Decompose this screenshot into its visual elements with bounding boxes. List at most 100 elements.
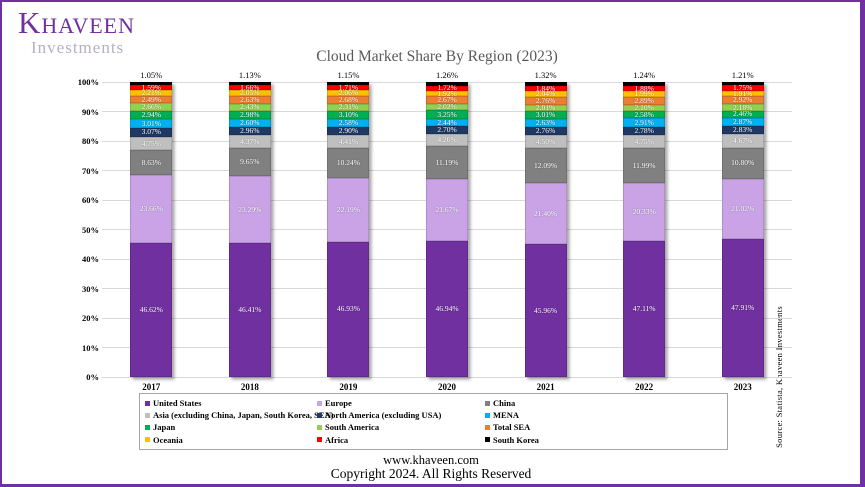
bar-segment-mena-2022: 2.91% <box>623 118 666 127</box>
segment-label-asia-excluding-china-japan-south-korea-sea-2018: 4.37% <box>240 136 260 146</box>
segment-label-total-sea-2022: 2.89% <box>634 96 654 106</box>
segment-label-europe-2021: 21.40% <box>534 208 558 218</box>
top-label-south-korea-2021: 1.32% <box>534 70 557 80</box>
bar-segment-south-korea-2021 <box>524 82 567 86</box>
bar-segment-total-sea-2017: 2.49% <box>130 94 173 104</box>
segment-label-mena-2020: 2.44% <box>437 117 457 127</box>
segment-label-asia-excluding-china-japan-south-korea-sea-2019: 4.41% <box>338 136 359 146</box>
segment-label-south-america-2023: 2.18% <box>733 102 753 112</box>
legend-item-oceania: Oceania <box>145 436 317 445</box>
bar-segment-china-2018: 9.65% <box>228 147 271 176</box>
bar-segment-oceania-2019: 2.06% <box>327 88 370 98</box>
x-axis-label-2017: 2017 <box>142 382 161 392</box>
bar-segment-asia-excluding-china-japan-south-korea-sea-2018: 4.37% <box>228 135 271 148</box>
bar-segment-north-america-excluding-usa-2020: 2.70% <box>426 126 468 134</box>
bar-segment-europe-2017: 23.66% <box>130 175 173 243</box>
bar-segment-asia-excluding-china-japan-south-korea-sea-2017: 4.75% <box>130 136 173 151</box>
bar-segment-total-sea-2021: 2.76% <box>524 96 567 106</box>
bar-segment-united-states-2023: 47.91% <box>721 239 764 377</box>
segment-label-africa-2023: 1.75% <box>733 83 753 93</box>
copyright-text: Copyright 2024. All Rights Reserved <box>330 466 532 481</box>
bar-segment-south-america-2022: 2.10% <box>623 103 666 113</box>
segment-label-united-states-2019: 46.93% <box>336 304 360 314</box>
legend-item-mena: MENA <box>485 411 722 420</box>
bar-segment-oceania-2021: 2.04% <box>524 90 567 97</box>
segment-label-mena-2017: 3.01% <box>141 118 161 128</box>
segment-label-oceania-2022: 1.99% <box>634 89 654 99</box>
bar-segment-europe-2022: 20.33% <box>623 182 666 242</box>
segment-label-japan-2018: 2.98% <box>240 110 260 120</box>
bar-segment-asia-excluding-china-japan-south-korea-sea-2021: 4.50% <box>524 134 567 148</box>
bar-segment-total-sea-2022: 2.89% <box>623 96 666 106</box>
segment-label-mena-2023: 2.87% <box>733 117 753 127</box>
bar-segment-europe-2020: 21.67% <box>426 178 468 242</box>
x-axis-label-2023: 2023 <box>733 382 752 392</box>
bar-segment-africa-2021: 1.84% <box>524 85 567 92</box>
bar-segment-japan-2018: 2.98% <box>228 110 271 120</box>
segment-label-north-america-excluding-usa-2023: 2.83% <box>733 125 753 135</box>
bar-segment-south-korea-2017 <box>130 82 173 86</box>
bar-segment-north-america-excluding-usa-2017: 3.07% <box>130 127 173 137</box>
bar-segment-south-america-2020: 2.02% <box>426 103 468 110</box>
segment-label-south-america-2019: 2.31% <box>338 102 359 112</box>
segment-label-oceania-2019: 2.06% <box>338 88 359 98</box>
legend-label-china: China <box>493 397 516 408</box>
y-axis-tick-0%: 0% <box>86 372 99 382</box>
segment-label-europe-2018: 23.29% <box>238 204 262 214</box>
bar-segment-total-sea-2023: 2.92% <box>721 95 764 105</box>
y-axis-tick-60%: 60% <box>82 195 99 205</box>
y-axis-tick-10%: 10% <box>82 342 99 353</box>
y-axis-tick-90%: 90% <box>82 106 99 117</box>
legend-label-total-sea: Total SEA <box>493 422 531 433</box>
legend-label-oceania: Oceania <box>153 434 183 445</box>
segment-label-total-sea-2023: 2.92% <box>733 95 753 105</box>
legend-marker-japan <box>145 425 150 431</box>
legend-marker-total-sea <box>485 425 490 431</box>
segment-label-japan-2021: 3.01% <box>535 110 556 120</box>
segment-label-oceania-2018: 2.05% <box>240 88 260 98</box>
segment-label-europe-2017: 23.66% <box>139 204 163 214</box>
legend-item-japan: Japan <box>145 423 317 432</box>
x-axis-label-2019: 2019 <box>339 382 358 392</box>
bar-segment-united-states-2018: 46.41% <box>228 242 271 377</box>
bar-segment-japan-2023: 2.46% <box>721 110 764 118</box>
segment-label-asia-excluding-china-japan-south-korea-sea-2017: 4.75% <box>141 138 161 148</box>
gridline-0% <box>102 376 792 378</box>
segment-label-south-america-2022: 2.10% <box>634 103 654 113</box>
segment-label-china-2017: 8.63% <box>141 157 161 167</box>
bar-segment-united-states-2021: 45.96% <box>524 244 567 377</box>
legend-label-north-america-excluding-usa: North America (excluding USA) <box>325 410 442 421</box>
bar-segment-mena-2019: 2.58% <box>327 119 370 127</box>
segment-label-japan-2022: 2.58% <box>634 109 654 119</box>
bar-segment-china-2021: 12.09% <box>524 147 567 183</box>
top-label-south-korea-2023: 1.21% <box>731 70 754 80</box>
bar-segment-japan-2019: 3.10% <box>327 110 370 120</box>
stacked-bar-2018: 1.66% 2.05% 2.63% 2.43% 2.98% 2.60% 2.96% 4.37%… <box>228 82 271 377</box>
website-url: www.khaveen.com <box>383 453 479 467</box>
x-axis-label-2020: 2020 <box>438 382 456 392</box>
legend-item-north-america-excluding-usa: North America (excluding USA) <box>317 411 485 420</box>
bar-segment-north-america-excluding-usa-2021: 2.76% <box>524 126 567 135</box>
segment-label-united-states-2018: 46.41% <box>238 305 262 315</box>
bar-segment-south-korea-2020 <box>426 82 468 86</box>
segment-label-china-2023: 10.80% <box>731 158 755 168</box>
bar-segment-mena-2021: 2.63% <box>524 119 567 127</box>
y-axis-tick-100%: 100% <box>77 77 99 87</box>
segment-label-oceania-2023: 1.91% <box>733 88 753 98</box>
top-label-south-korea-2019: 1.15% <box>337 70 360 80</box>
bar-segment-china-2017: 8.63% <box>130 150 173 176</box>
chart-legend: United States Europe China Asia (excluding … <box>139 393 728 450</box>
bar-segment-oceania-2023: 1.91% <box>721 88 764 98</box>
segment-label-total-sea-2021: 2.76% <box>535 96 556 106</box>
bar-segment-south-korea-2022 <box>623 82 666 86</box>
legend-item-asia-excluding-china-japan-south-korea-sea: Asia (excluding China, Japan, South Kore… <box>145 411 334 420</box>
bar-segment-mena-2017: 3.01% <box>130 118 173 128</box>
bar-segment-united-states-2017: 46.62% <box>130 242 173 377</box>
legend-marker-south-america <box>317 425 322 431</box>
bar-segment-africa-2020: 1.72% <box>426 84 468 91</box>
bar-segment-japan-2020: 3.25% <box>426 109 468 120</box>
bar-segment-africa-2017: 1.59% <box>130 84 173 91</box>
segment-label-total-sea-2017: 2.49% <box>141 94 161 104</box>
y-axis-tick-20%: 20% <box>82 313 99 323</box>
